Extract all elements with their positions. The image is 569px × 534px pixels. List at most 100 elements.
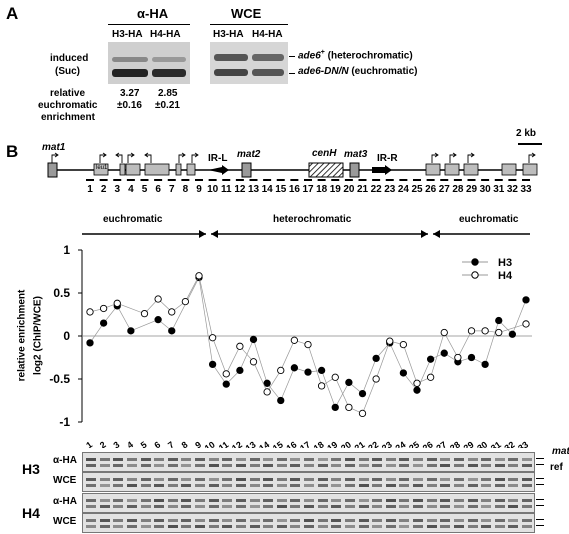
point-h4 — [467, 327, 476, 335]
point-h4 — [113, 299, 121, 307]
gel-band — [494, 499, 505, 502]
primer-number: 23 — [384, 184, 396, 195]
gel-band — [372, 499, 383, 502]
point-h4 — [208, 334, 217, 342]
x-tick-label: 20 — [339, 439, 353, 448]
primer-number: 7 — [168, 184, 175, 195]
gel-band — [235, 525, 246, 528]
gel-band — [249, 505, 260, 508]
primer-number: 10 — [207, 184, 219, 195]
legend-label: H4 — [498, 270, 513, 282]
alpha-ha-bracket — [108, 24, 190, 25]
gel-band — [508, 458, 519, 461]
wce-lane-h4: H4-HA — [252, 29, 283, 40]
gel-band — [508, 505, 519, 508]
gel-band — [140, 464, 151, 467]
h3-enrich-err: ±0.16 — [117, 100, 142, 111]
cenh-label: cenH — [312, 148, 337, 159]
primer-dashes — [86, 179, 530, 181]
gel-band — [99, 519, 110, 522]
gel-band — [344, 458, 355, 461]
gel-band — [344, 464, 355, 467]
gel-band — [522, 478, 532, 481]
band-ha-h3-lower — [112, 69, 148, 77]
x-tick-label: 24 — [394, 439, 408, 448]
gel-band — [481, 458, 492, 461]
primer-number: 1 — [87, 184, 93, 195]
lower-band-tick — [289, 73, 295, 74]
gel-band — [317, 484, 328, 487]
gel-band — [222, 484, 233, 487]
gel-row — [82, 513, 535, 533]
primer-number: 4 — [128, 184, 134, 195]
x-tick-label: 29 — [462, 439, 476, 448]
gel-band — [399, 505, 410, 508]
primer-number: 18 — [316, 184, 328, 195]
point-h3 — [426, 355, 435, 363]
gel-band — [331, 484, 342, 487]
x-tick-label: 26 — [421, 439, 435, 448]
gel-band — [399, 478, 410, 481]
y-tick-label: -0.5 — [49, 372, 70, 386]
gel-band — [167, 484, 178, 487]
primer-number: 22 — [370, 184, 382, 195]
gel-band — [304, 484, 314, 487]
gel-band — [235, 505, 246, 508]
gel-band — [344, 525, 355, 528]
gel-band — [399, 464, 410, 467]
gel-band — [426, 484, 437, 487]
gel-band — [222, 499, 233, 502]
gel-band — [522, 525, 532, 528]
gel-band — [413, 525, 423, 528]
point-h3 — [99, 319, 108, 327]
gel-band — [372, 478, 383, 481]
point-h3 — [481, 360, 489, 369]
gel-band — [126, 505, 137, 508]
gel-band — [113, 499, 124, 502]
gel-band — [181, 458, 192, 461]
gel-band — [167, 458, 178, 461]
gel-band — [167, 519, 178, 522]
gel-row — [82, 452, 535, 472]
gel-band — [426, 519, 437, 522]
gel-band — [358, 499, 369, 502]
gel-band — [304, 478, 314, 481]
gel-side-tick — [536, 499, 544, 500]
primer-numbers: 1 2 3 4 5 6 7 8 9 10 11 12 13 14 15 16 17 18 19 20 21 22 23 24 2… — [0, 184, 569, 198]
gel-band — [208, 484, 219, 487]
gel-band — [140, 478, 151, 481]
gel-band — [99, 478, 110, 481]
gel-band — [453, 525, 464, 528]
gel-band — [413, 499, 423, 502]
gel-band — [140, 505, 151, 508]
gel-band — [208, 525, 219, 528]
x-tick-label: 7 — [166, 439, 176, 448]
gel-group-h4: H4 — [22, 505, 40, 521]
gel-band — [426, 525, 437, 528]
gel-band — [249, 458, 260, 461]
gel-band — [304, 499, 314, 502]
gel-band — [154, 499, 165, 502]
gel-band — [86, 519, 96, 522]
gel-band — [358, 505, 369, 508]
gel-band — [331, 458, 342, 461]
gel-band — [331, 525, 342, 528]
primer-number: 19 — [329, 184, 341, 195]
primer-number: 33 — [520, 184, 532, 195]
gel-band — [222, 519, 233, 522]
primer-number: 29 — [465, 184, 478, 195]
gel-band — [167, 464, 178, 467]
primer-number: 31 — [493, 184, 505, 195]
point-h4 — [195, 272, 203, 280]
gel-band — [385, 458, 396, 461]
point-h4 — [168, 308, 176, 316]
gel-band — [467, 505, 478, 508]
primer-number: 13 — [247, 184, 260, 195]
gel-band — [167, 499, 178, 502]
gel-band — [358, 478, 369, 481]
gel-band — [140, 499, 151, 502]
band-wce-h4-upper — [252, 54, 284, 61]
primer-number: 12 — [234, 184, 246, 195]
gel-band — [467, 458, 478, 461]
gel-band — [508, 478, 519, 481]
